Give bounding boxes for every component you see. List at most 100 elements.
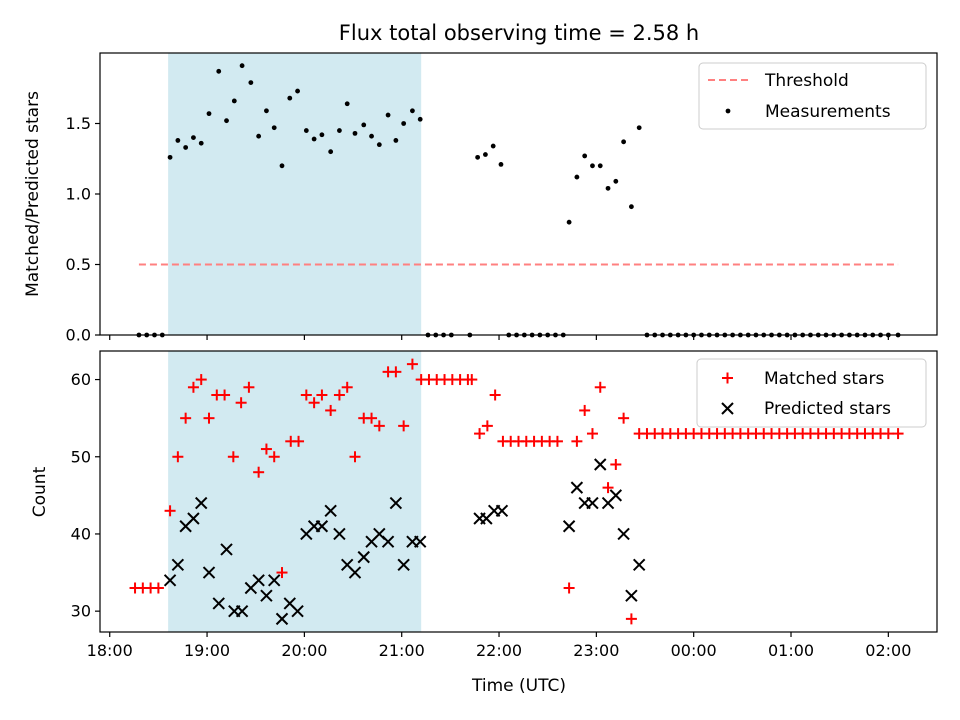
x-tick-label: 19:00 bbox=[184, 641, 230, 660]
matched-point bbox=[610, 458, 622, 470]
matched-point bbox=[300, 389, 312, 401]
predicted-point bbox=[397, 558, 410, 572]
x-tick-label: 18:00 bbox=[87, 641, 133, 660]
predicted-point bbox=[252, 574, 265, 587]
y-tick-label: 1.5 bbox=[66, 114, 91, 133]
predicted-point bbox=[632, 558, 646, 572]
matched-point bbox=[308, 397, 320, 409]
x-tick-label: 20:00 bbox=[281, 641, 327, 660]
matched-point bbox=[341, 381, 353, 393]
x-tick-label: 00:00 bbox=[671, 641, 717, 660]
predicted-point bbox=[617, 527, 630, 541]
y-tick-label: 60 bbox=[71, 370, 91, 389]
measurement-point bbox=[216, 68, 222, 74]
matched-point bbox=[602, 482, 614, 494]
measurement-point bbox=[328, 149, 334, 155]
predicted-point bbox=[357, 550, 370, 564]
x-tick-label: 01:00 bbox=[768, 641, 814, 660]
measurement-point bbox=[191, 135, 196, 141]
predicted-point bbox=[389, 496, 403, 510]
matched-point bbox=[489, 389, 501, 401]
predicted-point bbox=[381, 535, 395, 548]
measurement-point bbox=[498, 161, 504, 167]
predicted-point bbox=[324, 504, 337, 518]
measurement-point bbox=[417, 116, 423, 122]
measurement-point bbox=[344, 101, 350, 107]
matched-point bbox=[373, 420, 385, 432]
measurement-point bbox=[239, 63, 245, 69]
measurement-point bbox=[628, 204, 634, 210]
matched-point bbox=[152, 582, 164, 594]
measurement-point bbox=[271, 125, 277, 131]
predicted-point bbox=[495, 504, 509, 518]
bottom-y-axis-label: Count bbox=[30, 466, 50, 517]
matched-point bbox=[579, 404, 591, 416]
matched-point bbox=[571, 435, 583, 447]
measurement-point bbox=[590, 163, 595, 169]
predicted-point bbox=[260, 589, 273, 602]
legend-matched-label: Matched stars bbox=[764, 369, 884, 389]
predicted-point bbox=[586, 496, 599, 510]
measurement-point bbox=[401, 121, 407, 126]
top-legend: Threshold Measurements bbox=[698, 62, 927, 130]
y-tick-label: 0.0 bbox=[66, 326, 91, 345]
predicted-point bbox=[413, 535, 427, 548]
matched-point bbox=[466, 374, 478, 386]
measurement-point bbox=[636, 125, 642, 131]
matched-point bbox=[551, 435, 563, 447]
legend-measurement-marker bbox=[725, 108, 731, 114]
matched-point bbox=[882, 428, 894, 440]
legend-predicted-label: Predicted stars bbox=[764, 399, 891, 419]
predicted-point bbox=[171, 558, 185, 572]
predicted-point bbox=[291, 604, 304, 618]
matched-point bbox=[586, 428, 598, 440]
measurement-point bbox=[490, 143, 496, 149]
predicted-point bbox=[235, 604, 249, 618]
matched-point bbox=[268, 451, 280, 463]
measurement-point bbox=[198, 140, 204, 146]
shaded-span bbox=[168, 351, 422, 632]
measurement-point bbox=[475, 154, 481, 160]
measurement-point bbox=[393, 138, 399, 143]
predicted-point bbox=[195, 496, 208, 510]
measurement-point bbox=[337, 128, 342, 133]
x-tick-label: 21:00 bbox=[379, 641, 425, 660]
matched-point bbox=[398, 420, 410, 432]
matched-point bbox=[594, 381, 606, 393]
measurement-point bbox=[167, 154, 173, 160]
matched-point bbox=[187, 381, 199, 393]
predicted-point bbox=[275, 612, 289, 626]
matched-point bbox=[563, 582, 575, 594]
predicted-point bbox=[163, 574, 177, 587]
bottom-panel: 30 40 50 60 18:00 19:00 20:00 21:00 22:00 23:00 00… bbox=[71, 350, 938, 660]
measurement-point bbox=[287, 95, 293, 101]
legend-plus-marker bbox=[722, 372, 733, 384]
measurement-point bbox=[621, 139, 627, 145]
measurement-point bbox=[574, 174, 580, 180]
plot-frame bbox=[99, 350, 938, 633]
measurement-point bbox=[597, 163, 603, 169]
matched-point bbox=[625, 613, 637, 625]
measurement-point bbox=[303, 128, 309, 133]
matched-point bbox=[203, 412, 215, 424]
matched-point bbox=[260, 443, 272, 455]
measurement-point bbox=[566, 219, 572, 225]
measurement-point bbox=[175, 138, 181, 143]
predicted-point bbox=[315, 520, 329, 533]
matched-point bbox=[349, 451, 361, 463]
matched-point bbox=[227, 451, 239, 463]
series-matched-stars bbox=[129, 358, 904, 625]
matched-point bbox=[195, 374, 207, 386]
matched-point bbox=[366, 412, 378, 424]
y-tick-label: 30 bbox=[71, 602, 91, 621]
measurement-point bbox=[295, 88, 300, 94]
matched-point bbox=[276, 567, 288, 579]
measurement-point bbox=[256, 133, 262, 139]
predicted-point bbox=[609, 489, 623, 502]
measurement-point bbox=[605, 185, 611, 191]
legend-measurements-label: Measurements bbox=[765, 102, 891, 122]
predicted-point bbox=[220, 543, 233, 556]
predicted-point bbox=[594, 458, 607, 471]
measurement-point bbox=[613, 178, 619, 184]
measurement-point bbox=[183, 145, 189, 150]
